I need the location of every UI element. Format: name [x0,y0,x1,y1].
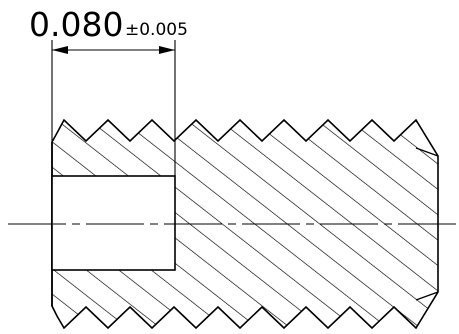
dimension-arrow-right [159,46,175,54]
dimension-value: 0.080 [29,5,123,44]
counterbore [51,175,176,271]
dimension-tolerance: ±0.005 [125,20,188,40]
chamfer-line-bottom [415,291,439,301]
dimension-arrow-left [52,46,68,54]
section-hatching [52,120,438,328]
chamfer-line-top [415,147,439,157]
